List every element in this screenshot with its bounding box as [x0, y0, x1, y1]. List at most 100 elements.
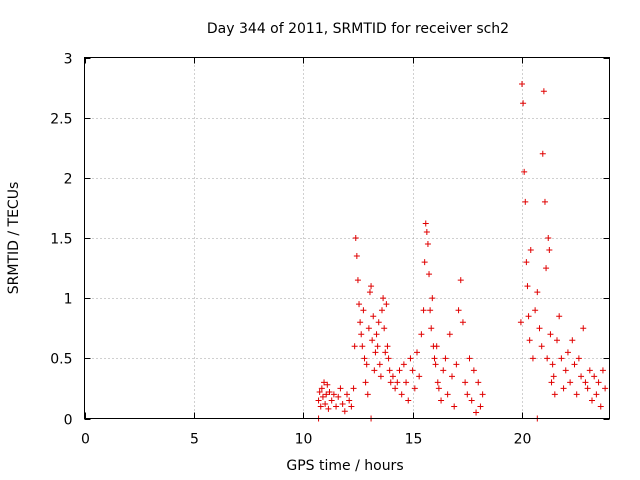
data-point — [374, 343, 381, 350]
data-point — [543, 265, 550, 272]
data-point — [517, 319, 524, 326]
grid — [84, 57, 610, 419]
data-point — [446, 331, 453, 338]
data-point — [464, 391, 471, 398]
data-point — [416, 373, 423, 380]
data-point — [387, 379, 394, 386]
data-point — [366, 289, 373, 296]
data-point — [353, 253, 360, 260]
data-point — [473, 409, 480, 416]
y-axis-label: SRMTID / TECUs — [6, 182, 22, 295]
data-point — [449, 373, 455, 380]
data-point — [321, 379, 328, 386]
axis-ticks: 0 5 10 15 20 0 0.5 1 1.5 2 2.5 3 — [50, 52, 610, 448]
data-point — [335, 393, 342, 400]
data-point — [545, 235, 552, 241]
data-point — [357, 319, 364, 326]
data-point — [462, 379, 469, 386]
data-point — [316, 389, 323, 396]
data-point — [394, 379, 401, 386]
data-point — [522, 198, 529, 205]
data-point — [409, 367, 416, 374]
data-point — [475, 379, 482, 386]
data-point — [538, 343, 545, 350]
data-point — [591, 373, 598, 380]
data-point — [470, 367, 477, 374]
data-point — [524, 283, 531, 290]
data-point — [556, 313, 563, 320]
data-point — [529, 355, 536, 362]
data-point — [549, 361, 556, 368]
data-point — [411, 385, 418, 392]
data-point — [453, 361, 460, 368]
data-point — [466, 355, 473, 362]
data-point — [318, 385, 325, 392]
data-point — [435, 385, 442, 392]
data-points — [315, 80, 609, 422]
data-point — [376, 361, 383, 368]
y-tick-label: 2 — [64, 172, 73, 188]
data-point — [442, 355, 449, 362]
data-point — [385, 355, 392, 362]
data-point — [426, 271, 433, 278]
data-point — [346, 397, 353, 404]
data-point — [580, 325, 587, 332]
data-point — [521, 168, 528, 175]
data-point — [405, 397, 412, 404]
data-point — [547, 331, 554, 338]
data-point — [400, 361, 407, 368]
data-point — [379, 307, 385, 314]
data-point — [560, 385, 567, 392]
data-point — [440, 367, 447, 374]
data-point — [384, 343, 391, 350]
data-point — [582, 379, 589, 386]
data-point — [351, 343, 358, 350]
data-point — [548, 379, 555, 386]
data-point — [586, 367, 593, 374]
data-point — [551, 391, 558, 398]
data-point — [368, 283, 375, 290]
data-point — [595, 379, 602, 386]
data-point — [337, 385, 344, 392]
data-point — [423, 228, 430, 235]
data-point — [325, 405, 332, 412]
data-point — [569, 337, 576, 344]
data-point — [369, 337, 376, 344]
data-point — [407, 355, 414, 362]
data-point — [381, 325, 388, 332]
data-point — [375, 319, 382, 326]
data-point — [339, 401, 346, 408]
x-tick-label: 5 — [190, 432, 199, 448]
data-point — [599, 367, 606, 374]
data-point — [330, 391, 337, 398]
plot-frame — [84, 57, 610, 419]
x-tick-label: 15 — [405, 432, 423, 448]
data-point — [372, 349, 379, 356]
data-point — [573, 391, 580, 398]
data-point — [432, 361, 439, 368]
data-point — [429, 295, 436, 302]
data-point — [602, 385, 609, 392]
data-point — [550, 373, 557, 380]
data-point — [371, 367, 378, 374]
data-point — [584, 385, 591, 392]
data-point — [348, 403, 355, 410]
data-point — [422, 220, 429, 227]
data-point — [527, 247, 534, 254]
x-tick-label: 0 — [81, 432, 90, 448]
data-point — [534, 289, 541, 296]
data-point — [433, 343, 440, 350]
data-point — [544, 355, 551, 362]
data-point — [578, 373, 585, 380]
y-tick-label: 0.5 — [50, 352, 72, 368]
data-point — [341, 408, 348, 415]
data-point — [322, 401, 329, 408]
data-point — [444, 391, 451, 398]
data-point — [344, 391, 350, 398]
data-point — [526, 337, 533, 344]
data-point — [403, 379, 410, 386]
data-point — [575, 355, 582, 362]
data-point — [554, 337, 560, 344]
data-point — [457, 277, 464, 284]
